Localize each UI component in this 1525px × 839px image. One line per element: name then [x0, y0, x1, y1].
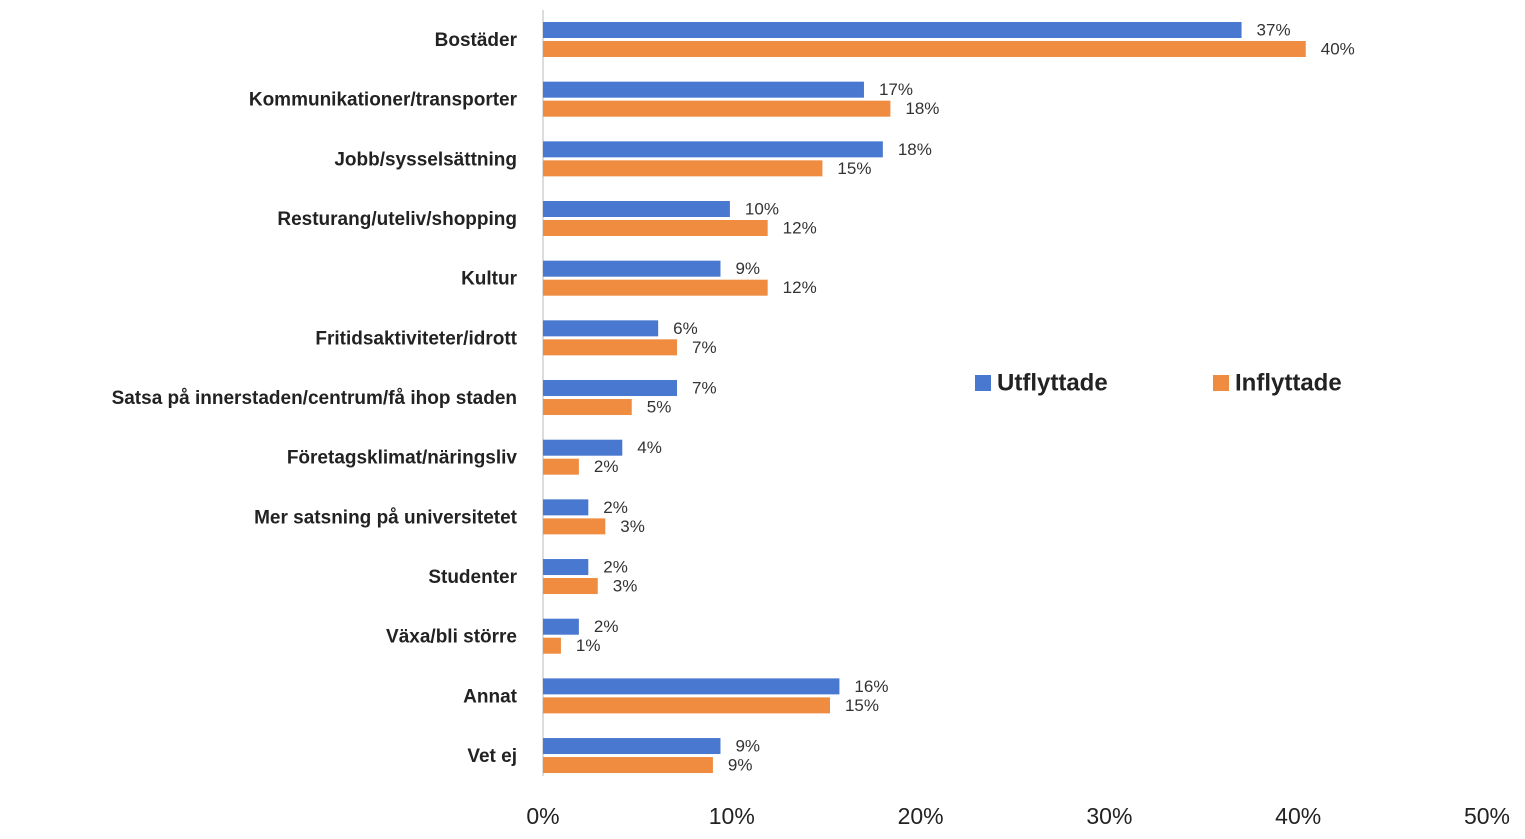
- category-label: Växa/bli större: [386, 627, 517, 648]
- data-label: 7%: [692, 379, 717, 398]
- data-label: 15%: [845, 696, 879, 715]
- bar: [543, 439, 623, 456]
- data-label: 7%: [692, 338, 717, 357]
- category-label: Mer satsning på universitetet: [254, 507, 518, 528]
- bar: [543, 160, 823, 177]
- category-label: Studenter: [428, 567, 517, 588]
- x-tick-label: 10%: [709, 803, 755, 829]
- data-label: 3%: [620, 517, 645, 536]
- bar: [543, 757, 713, 774]
- data-label: 18%: [898, 140, 932, 159]
- bar: [543, 380, 678, 397]
- bar: [543, 339, 678, 356]
- data-label: 12%: [783, 278, 817, 297]
- category-label: Vet ej: [467, 746, 517, 767]
- category-label: Kultur: [461, 269, 518, 290]
- data-label: 9%: [735, 259, 760, 278]
- bar: [543, 220, 768, 237]
- x-tick-label: 20%: [898, 803, 944, 829]
- data-label: 5%: [647, 398, 672, 417]
- x-tick-label: 40%: [1275, 803, 1321, 829]
- data-label: 2%: [603, 558, 628, 577]
- category-label: Annat: [463, 686, 518, 707]
- data-label: 1%: [576, 636, 601, 655]
- category-label: Fritidsaktiviteter/idrott: [315, 328, 517, 349]
- category-label: Bostäder: [435, 30, 518, 51]
- data-label: 3%: [613, 577, 638, 596]
- bar: [543, 279, 768, 296]
- data-label: 15%: [837, 159, 871, 178]
- x-tick-label: 0%: [526, 803, 559, 829]
- bar: [543, 260, 721, 277]
- bar: [543, 578, 598, 595]
- data-label: 2%: [594, 617, 619, 636]
- data-label: 2%: [603, 498, 628, 517]
- data-label: 6%: [673, 319, 698, 338]
- legend-label: Inflyttade: [1235, 369, 1342, 396]
- data-label: 40%: [1321, 39, 1355, 58]
- bar: [543, 738, 721, 755]
- category-label: Kommunikationer/transporter: [249, 90, 518, 111]
- category-label: Företagsklimat/näringsliv: [287, 448, 518, 469]
- bar: [543, 499, 589, 516]
- x-tick-label: 50%: [1464, 803, 1510, 829]
- bar: [543, 22, 1242, 38]
- data-label: 2%: [594, 457, 619, 476]
- bar: [543, 201, 730, 218]
- category-label: Satsa på innerstaden/centrum/få ihop sta…: [112, 388, 517, 409]
- legend-swatch: [1213, 375, 1229, 391]
- legend-swatch: [975, 375, 991, 391]
- bar: [543, 100, 891, 117]
- category-label: Resturang/uteliv/shopping: [277, 209, 517, 230]
- bar: [543, 697, 830, 714]
- data-label: 4%: [637, 438, 662, 457]
- data-label: 9%: [728, 756, 753, 775]
- data-label: 12%: [783, 218, 817, 237]
- data-label: 37%: [1257, 20, 1291, 39]
- bar: [543, 458, 579, 475]
- bar: [543, 518, 606, 535]
- bar: [543, 678, 840, 695]
- bar: [543, 618, 579, 635]
- bar: [543, 637, 561, 654]
- bar: [543, 141, 883, 158]
- bar: [543, 320, 659, 337]
- x-tick-label: 30%: [1086, 803, 1132, 829]
- bar: [543, 81, 864, 98]
- bar: [543, 41, 1306, 57]
- data-label: 10%: [745, 199, 779, 218]
- data-label: 18%: [905, 99, 939, 118]
- data-label: 17%: [879, 80, 913, 99]
- bar: [543, 559, 589, 576]
- bar: [543, 399, 632, 416]
- data-label: 9%: [735, 737, 760, 756]
- legend-label: Utflyttade: [997, 369, 1108, 396]
- data-label: 16%: [854, 677, 888, 696]
- category-label: Jobb/sysselsättning: [334, 149, 517, 170]
